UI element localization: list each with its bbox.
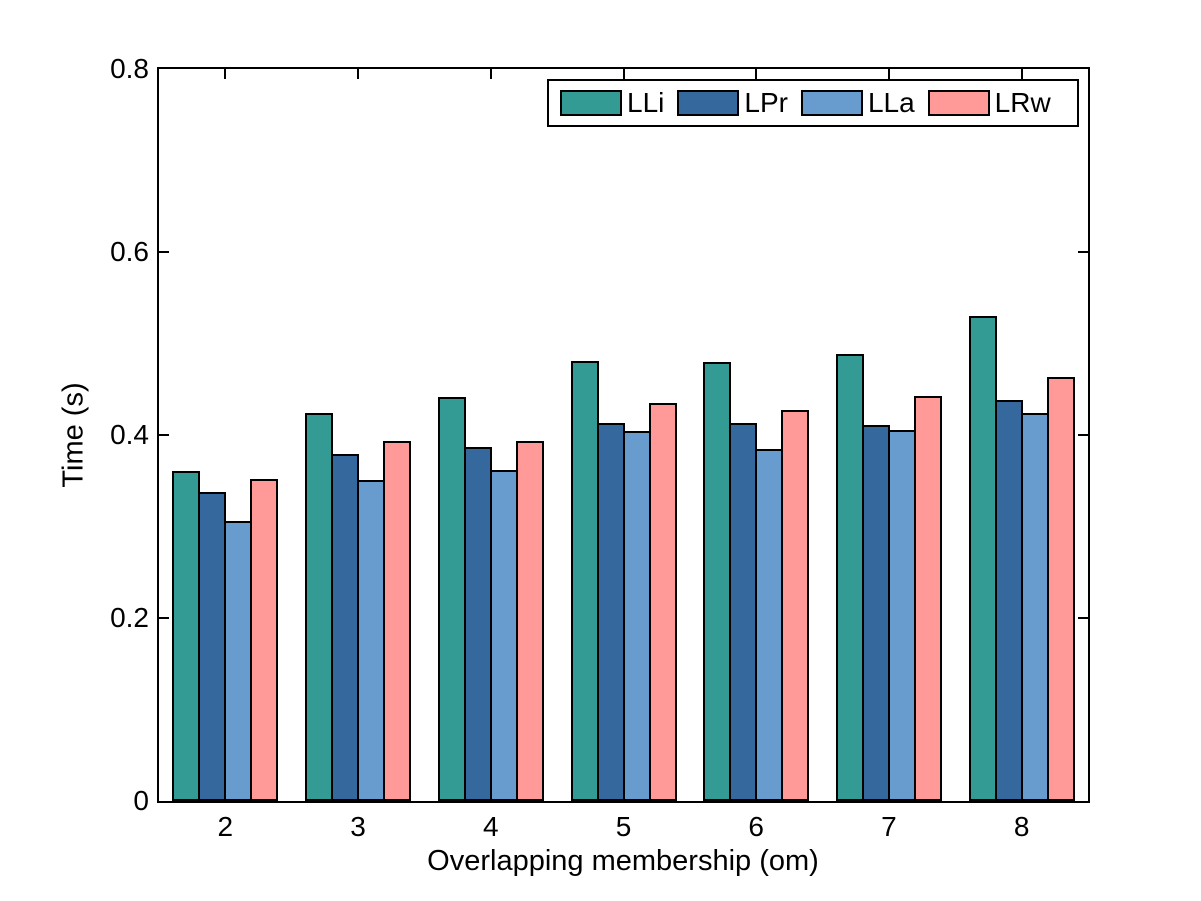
- x-tick-top-3: [357, 69, 360, 79]
- y-tick-right-0.2: [1078, 617, 1088, 619]
- bar-LRw-om2: [250, 479, 279, 801]
- x-tick-top-2: [224, 69, 227, 79]
- bar-LLi-om7: [835, 354, 864, 801]
- bar-LLa-om3: [357, 480, 386, 801]
- legend-entry-LLa: LLa: [800, 87, 915, 119]
- plot-area: [157, 67, 1090, 803]
- x-tick-label-6: 6: [748, 811, 764, 842]
- bar-LLi-om8: [968, 316, 997, 801]
- bar-LPr-om7: [861, 425, 890, 801]
- bar-LLi-om4: [437, 397, 466, 801]
- y-tick-left-0.2: [159, 617, 169, 619]
- x-tick-top-7: [887, 69, 890, 79]
- bar-LPr-om8: [994, 400, 1023, 801]
- legend-swatch-LPr: [677, 90, 740, 116]
- x-tick-top-5: [622, 69, 625, 79]
- bar-LRw-om3: [383, 441, 412, 801]
- bar-LRw-om5: [648, 403, 677, 801]
- bar-LRw-om8: [1046, 377, 1075, 801]
- x-tick-label-7: 7: [881, 811, 897, 842]
- legend-entry-LRw: LRw: [927, 87, 1051, 119]
- bar-LPr-om5: [596, 423, 625, 801]
- x-tick-top-8: [1020, 69, 1023, 79]
- x-tick-label-4: 4: [482, 811, 499, 842]
- legend-swatch-LLa: [800, 90, 863, 116]
- y-tick-label-0.2: 0.2: [110, 602, 149, 633]
- y-tick-label-0.4: 0.4: [110, 419, 149, 450]
- y-tick-label-0.6: 0.6: [110, 236, 149, 267]
- y-tick-right-0.6: [1078, 251, 1088, 253]
- bar-LLi-om3: [305, 413, 334, 801]
- bar-LLa-om8: [1020, 413, 1049, 801]
- bar-LLi-om6: [703, 362, 732, 801]
- bar-LPr-om3: [331, 454, 360, 801]
- y-tick-left-0.4: [159, 434, 169, 436]
- bar-LLa-om5: [622, 431, 651, 801]
- bar-LLa-om7: [887, 430, 916, 801]
- bar-LRw-om7: [913, 396, 942, 801]
- legend-swatch-LLi: [560, 90, 622, 116]
- x-tick-top-6: [755, 69, 758, 79]
- bar-LPr-om2: [198, 492, 227, 801]
- bar-LPr-om4: [463, 447, 492, 801]
- y-tick-label-0.8: 0.8: [110, 53, 149, 84]
- legend-label-LRw: LRw: [994, 87, 1051, 118]
- legend-label-LLa: LLa: [867, 87, 915, 118]
- bar-LLa-om2: [224, 521, 253, 801]
- y-tick-label-0: 0: [133, 785, 149, 816]
- y-tick-left-0.6: [159, 251, 169, 253]
- bar-LPr-om6: [729, 423, 758, 801]
- bar-LLa-om4: [489, 470, 518, 801]
- bar-LLi-om5: [570, 361, 599, 801]
- x-tick-top-4: [489, 69, 492, 79]
- legend-entry-LPr: LPr: [677, 87, 788, 119]
- legend-swatch-LRw: [927, 90, 990, 116]
- x-tick-label-8: 8: [1013, 811, 1030, 842]
- x-axis-label: Overlapping membership (om): [427, 845, 819, 877]
- x-tick-label-5: 5: [615, 811, 632, 842]
- y-tick-right-0.4: [1078, 434, 1088, 436]
- legend-label-LPr: LPr: [744, 87, 788, 118]
- bar-LRw-om4: [515, 441, 544, 801]
- bar-LRw-om6: [781, 410, 810, 801]
- legend-label-LLi: LLi: [627, 87, 665, 118]
- y-axis-label: Time (s): [57, 382, 90, 488]
- legend: LLi LPr LLa LRw: [547, 79, 1079, 127]
- legend-entry-LLi: LLi: [560, 87, 664, 119]
- x-tick-label-3: 3: [350, 811, 366, 842]
- x-tick-label-2: 2: [217, 811, 234, 842]
- bar-LLi-om2: [172, 471, 201, 801]
- bar-LLa-om6: [755, 449, 784, 801]
